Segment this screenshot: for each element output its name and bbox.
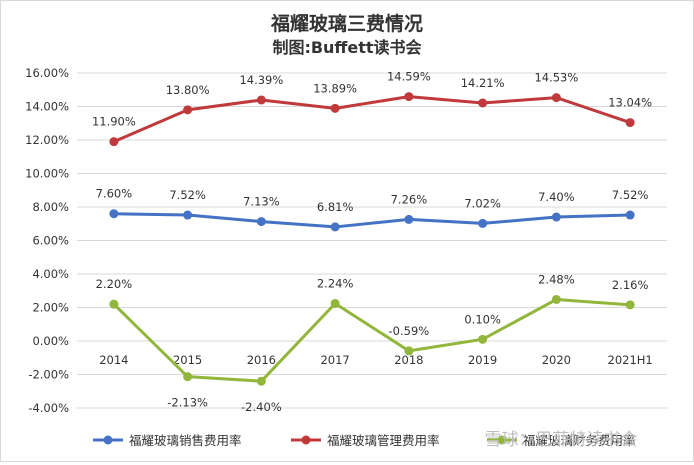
data-label: 7.40%	[538, 190, 575, 204]
data-point	[256, 376, 266, 386]
data-point	[625, 210, 635, 220]
watermark-text: 雪球：巴菲特读书会	[485, 430, 638, 450]
data-label: -2.40%	[241, 400, 282, 414]
data-point	[404, 214, 414, 224]
data-label: 7.13%	[243, 195, 280, 209]
data-point	[478, 218, 488, 228]
data-label: 6.81%	[317, 200, 354, 214]
x-tick-label: 2014	[99, 353, 128, 367]
x-tick-label: 2018	[394, 353, 423, 367]
y-tick-label: 10.00%	[25, 167, 69, 181]
y-axis-tick-labels: 16.00% 14.00% 12.00% 10.00% 8.00% 6.00% 4.00% 2…	[25, 66, 69, 415]
legend-label: 福耀玻璃销售费用率	[129, 433, 242, 448]
data-label: 7.52%	[169, 188, 206, 202]
x-tick-label: 2017	[320, 353, 349, 367]
chart-title: 福耀玻璃三费情况	[270, 12, 423, 35]
data-point	[109, 209, 119, 219]
legend-swatch-marker	[497, 435, 507, 445]
y-tick-label: 12.00%	[25, 133, 69, 147]
legend-label: 福耀玻璃管理费用率	[327, 433, 440, 448]
data-label: -0.59%	[389, 324, 430, 338]
y-tick-label: 2.00%	[32, 301, 69, 315]
x-axis-tick-labels: 2014 2015 2016 2017 2018 2019 2020 2021H1	[99, 353, 653, 367]
data-label: 13.04%	[608, 96, 652, 110]
data-point	[256, 217, 266, 227]
x-tick-label: 2021H1	[608, 353, 653, 367]
legend: 福耀玻璃销售费用率 福耀玻璃管理费用率 福耀玻璃财务费用率	[93, 433, 636, 448]
data-point	[109, 299, 119, 309]
data-label: 7.26%	[391, 192, 428, 206]
data-point	[625, 118, 635, 128]
data-label: 14.21%	[461, 76, 505, 90]
gridlines	[77, 72, 667, 409]
data-label: 14.53%	[534, 71, 578, 85]
data-label: 0.10%	[464, 312, 501, 326]
x-tick-label: 2019	[468, 353, 497, 367]
y-tick-label: -2.00%	[28, 368, 69, 382]
y-tick-label: -4.00%	[28, 401, 69, 415]
data-label: 7.52%	[612, 188, 649, 202]
series-line	[113, 95, 631, 144]
data-label: -2.13%	[167, 396, 208, 410]
data-label: 14.39%	[239, 73, 283, 87]
data-label: 11.90%	[92, 115, 136, 129]
data-label: 2.16%	[612, 278, 649, 292]
data-point	[404, 92, 414, 102]
data-label: 14.59%	[387, 70, 431, 84]
y-tick-label: 0.00%	[32, 334, 69, 348]
data-point	[256, 95, 266, 105]
data-label: 7.60%	[96, 187, 133, 201]
data-label: 7.02%	[464, 196, 501, 210]
legend-label: 福耀玻璃财务费用率	[523, 433, 636, 448]
data-point	[109, 137, 119, 147]
x-tick-label: 2015	[173, 353, 202, 367]
y-tick-label: 16.00%	[25, 66, 69, 80]
data-point	[478, 334, 488, 344]
data-point	[330, 298, 340, 308]
data-point	[183, 210, 193, 220]
data-point	[478, 98, 488, 108]
x-tick-label: 2016	[247, 353, 276, 367]
series-line	[112, 297, 631, 383]
data-point	[330, 222, 340, 232]
series-line	[113, 212, 631, 229]
data-labels: 7.60% 7.52% 7.13% 6.81% 7.26% 7.02% 7.40% 7.52%…	[92, 70, 652, 415]
data-label: 13.80%	[166, 83, 210, 97]
chart-subtitle: 制图:Buffett读书会	[272, 38, 421, 57]
legend-swatch-marker	[301, 435, 311, 445]
data-label: 2.24%	[317, 276, 354, 290]
data-point	[551, 212, 561, 222]
data-label: 2.20%	[96, 277, 133, 291]
y-tick-label: 4.00%	[32, 267, 69, 281]
data-point	[183, 105, 193, 115]
y-tick-label: 8.00%	[32, 200, 69, 214]
data-point	[625, 300, 635, 310]
data-label: 2.48%	[538, 272, 575, 286]
x-tick-label: 2020	[542, 353, 571, 367]
data-point	[551, 294, 561, 304]
data-point	[330, 103, 340, 113]
data-point	[551, 93, 561, 103]
y-tick-label: 6.00%	[32, 234, 69, 248]
data-point	[404, 346, 414, 356]
y-tick-label: 14.00%	[25, 100, 69, 114]
series-lines	[109, 92, 635, 386]
data-point	[183, 372, 193, 382]
data-label: 13.89%	[313, 81, 357, 95]
legend-swatch-marker	[103, 435, 113, 445]
